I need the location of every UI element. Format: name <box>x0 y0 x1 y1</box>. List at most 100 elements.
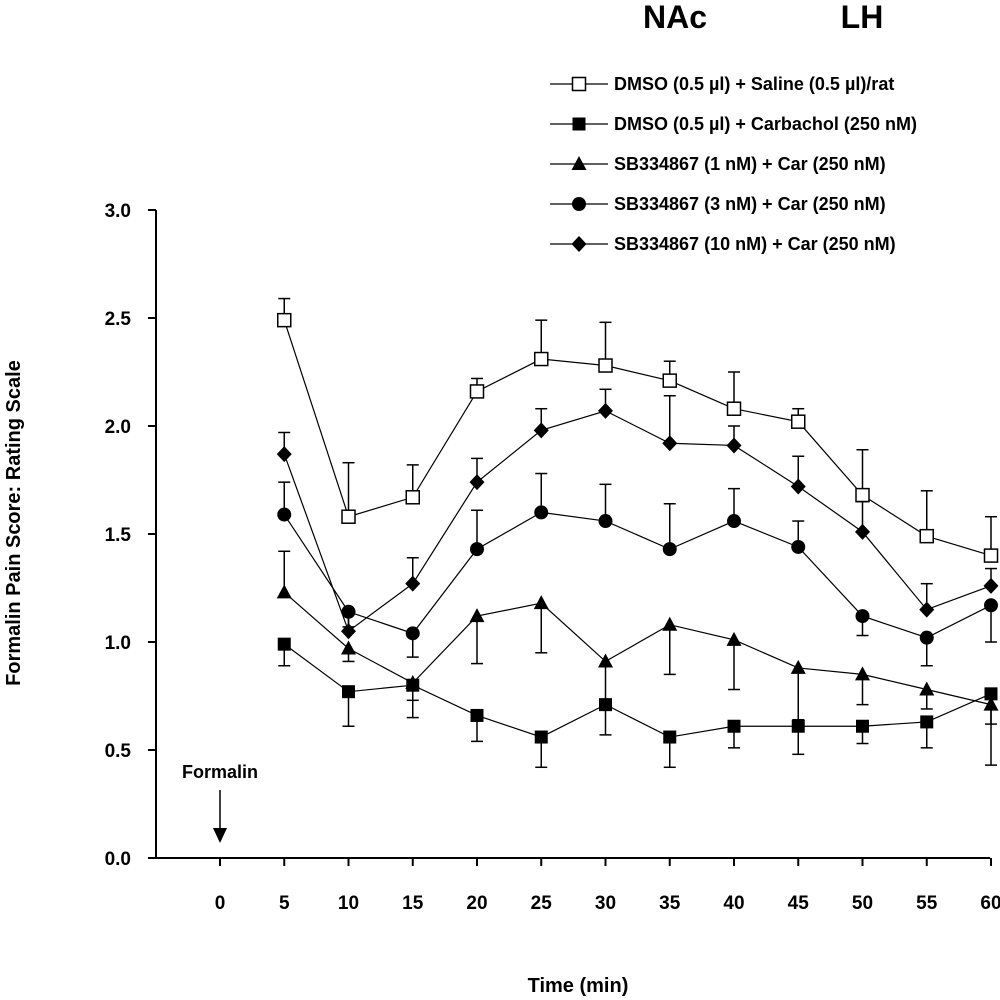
series-layer <box>276 297 999 769</box>
point-marker <box>598 653 613 668</box>
y-tick-label: 1.5 <box>105 525 132 546</box>
point-marker <box>856 719 869 733</box>
y-tick-label: 0.0 <box>105 849 131 870</box>
legend-item: SB334867 (3 nM) + Car (250 nM) <box>550 194 886 214</box>
point-marker <box>662 616 678 631</box>
point-marker <box>662 373 677 388</box>
y-tick-label: 0.5 <box>105 741 132 762</box>
point-marker <box>276 584 292 599</box>
point-marker <box>726 631 742 646</box>
x-ticks: 0 5 10 15 20 25 30 35 40 45 50 55 60 <box>215 858 1000 914</box>
point-marker <box>598 358 613 373</box>
point-marker <box>662 542 677 557</box>
point-marker <box>405 626 420 641</box>
series-3 <box>276 550 999 766</box>
point-marker <box>341 623 356 640</box>
point-marker <box>920 715 934 729</box>
x-tick-label: 20 <box>466 893 487 914</box>
x-tick-label: 10 <box>338 893 359 914</box>
x-tick-label: 5 <box>279 893 290 914</box>
formalin-annotation: Formalin <box>182 762 258 843</box>
point-marker <box>663 730 677 744</box>
legend-label: DMSO (0.5 µl) + Carbachol (250 nM) <box>614 114 917 134</box>
legend-item: DMSO (0.5 µl) + Carbachol (250 nM) <box>550 114 917 134</box>
point-marker <box>983 577 999 594</box>
legend-item: DMSO (0.5 µl) + Saline (0.5 µl)/rat <box>550 74 894 94</box>
x-axis-title: Time (min) <box>528 975 629 997</box>
point-marker <box>790 659 806 674</box>
point-marker <box>855 523 870 540</box>
formalin-arrow-head <box>213 828 227 843</box>
point-marker <box>727 719 741 733</box>
y-ticks: 0.0 0.5 1.0 1.5 2.0 2.5 3.0 <box>105 201 156 870</box>
point-marker <box>855 487 870 503</box>
point-marker <box>572 197 586 211</box>
point-marker <box>598 514 613 529</box>
point-marker <box>571 236 587 252</box>
point-marker <box>727 514 741 529</box>
legend: DMSO (0.5 µl) + Saline (0.5 µl)/rat DMSO … <box>550 74 917 254</box>
y-tick-label: 2.0 <box>105 417 131 438</box>
point-marker <box>984 687 998 701</box>
legend-label: SB334867 (3 nM) + Car (250 nM) <box>614 194 886 214</box>
y-tick-label: 1.0 <box>105 633 131 654</box>
point-marker <box>405 575 421 592</box>
series-1 <box>277 297 999 563</box>
series-line <box>283 410 992 633</box>
point-marker <box>983 696 999 711</box>
x-tick-label: 50 <box>852 893 873 914</box>
x-tick-label: 60 <box>980 893 1000 914</box>
series-line <box>283 591 992 706</box>
series-5 <box>276 388 999 640</box>
point-marker <box>726 437 742 454</box>
point-marker <box>571 76 587 92</box>
point-marker <box>534 730 548 744</box>
point-marker <box>470 542 484 557</box>
point-marker <box>277 507 292 522</box>
x-tick-label: 40 <box>723 893 744 914</box>
x-tick-label: 35 <box>659 893 681 914</box>
point-marker <box>469 608 485 623</box>
point-marker <box>470 708 484 722</box>
point-marker <box>534 351 549 367</box>
legend-item: SB334867 (10 nM) + Car (250 nM) <box>550 234 896 254</box>
point-marker <box>571 156 587 170</box>
point-marker <box>405 675 421 690</box>
x-tick-label: 55 <box>916 893 938 914</box>
series-line <box>283 643 992 738</box>
legend-label: SB334867 (1 nM) + Car (250 nM) <box>614 154 886 174</box>
point-marker <box>341 640 356 655</box>
point-marker <box>276 446 292 463</box>
point-marker <box>855 666 870 681</box>
point-marker <box>342 685 355 699</box>
point-marker <box>790 478 806 495</box>
point-marker <box>855 609 870 624</box>
header-lh: LH <box>841 0 884 35</box>
x-tick-label: 15 <box>402 893 424 914</box>
point-marker <box>277 312 292 328</box>
point-marker <box>469 474 485 491</box>
point-marker <box>341 509 356 524</box>
series-2 <box>277 637 998 769</box>
point-marker <box>919 528 934 544</box>
point-marker <box>533 422 549 439</box>
point-marker <box>726 401 742 416</box>
point-marker <box>791 539 806 554</box>
point-marker <box>534 505 549 520</box>
x-tick-label: 45 <box>788 893 810 914</box>
y-tick-label: 3.0 <box>105 201 131 222</box>
point-marker <box>533 595 549 610</box>
legend-label: SB334867 (10 nM) + Car (250 nM) <box>614 234 896 254</box>
point-marker <box>598 402 613 419</box>
x-tick-label: 30 <box>595 893 616 914</box>
series-line <box>283 319 992 557</box>
series-4 <box>277 472 998 667</box>
point-marker <box>277 637 291 651</box>
x-tick-label: 0 <box>215 893 226 914</box>
point-marker <box>919 630 934 645</box>
header-nac: NAc <box>643 0 707 35</box>
point-marker <box>572 117 586 131</box>
point-marker <box>469 384 485 399</box>
point-marker <box>919 681 935 696</box>
point-marker <box>983 548 999 563</box>
